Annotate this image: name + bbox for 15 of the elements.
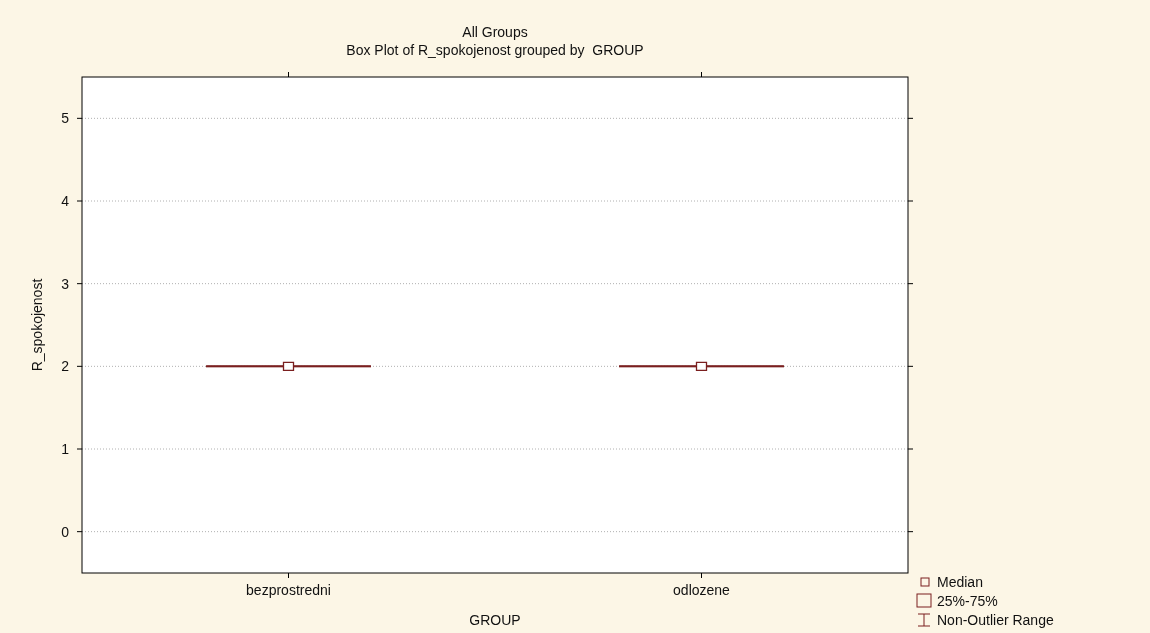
y-axis-title: R_spokojenost (29, 278, 45, 372)
y-tick-label: 0 (61, 523, 70, 540)
x-tick-label: bezprostredni (246, 582, 331, 598)
y-tick-label: 3 (61, 275, 70, 292)
text: Non-Outlier Range (937, 612, 1054, 628)
x-tick-label: odlozene (673, 582, 731, 598)
text: 25%-75% (937, 593, 998, 609)
y-tick-label: 4 (61, 193, 70, 209)
y-tick-label: 2 (61, 358, 70, 375)
chart-subtitle: Box Plot of R_spokojenost grouped by GROUP (346, 42, 644, 58)
y-tick-label: 5 (61, 110, 70, 127)
chart-title: All Groups (462, 24, 528, 40)
x-axis-title: GROUP (469, 612, 521, 628)
y-tick-label: 1 (61, 441, 70, 457)
text: Median (937, 574, 983, 590)
